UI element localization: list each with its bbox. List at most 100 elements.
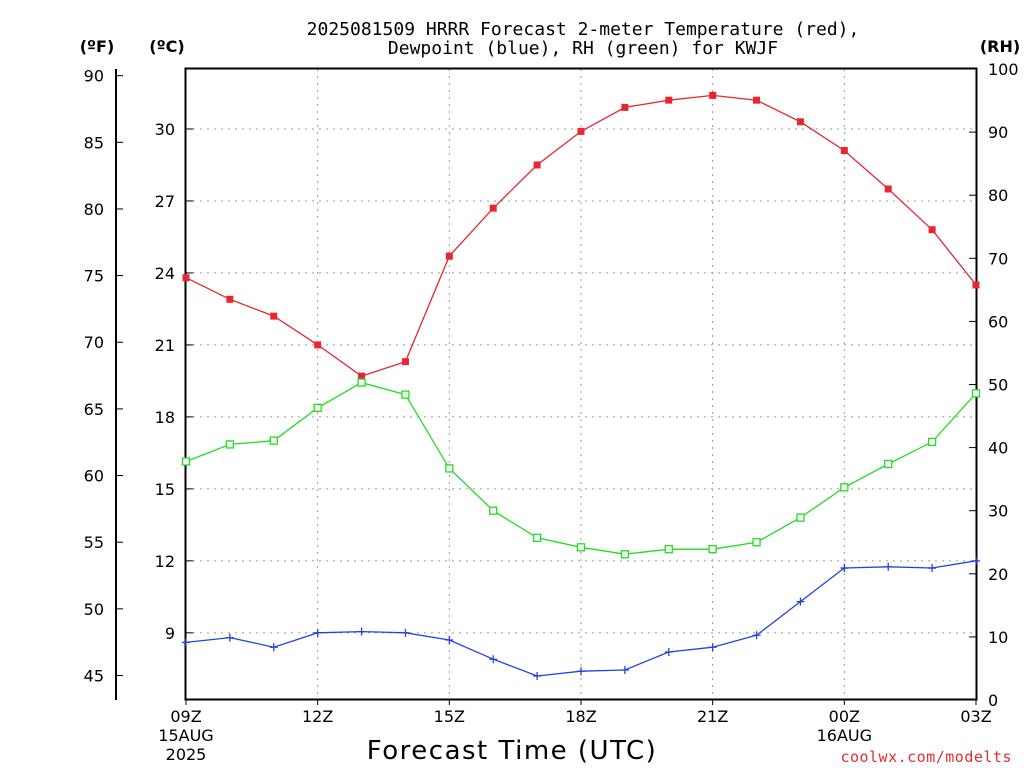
temperature-point xyxy=(577,127,585,135)
temperature-point xyxy=(489,204,497,212)
series-dewpoint xyxy=(182,556,980,681)
rh-tick-label: 80 xyxy=(988,186,1008,205)
x-tick-date: 15AUG xyxy=(158,726,213,745)
dewpoint-point xyxy=(182,638,190,647)
rh-tick-label: 50 xyxy=(988,376,1008,395)
f-tick-label: 45 xyxy=(84,666,104,685)
rh-tick-label: 30 xyxy=(988,502,1008,521)
rh-tick-label: 10 xyxy=(988,628,1008,647)
dewpoint-point xyxy=(489,655,498,664)
celsius-axis: 9 12 15 18 21 24 27 30 xyxy=(155,120,193,643)
temperature-point xyxy=(884,185,892,193)
dewpoint-point xyxy=(533,672,542,681)
fahrenheit-unit-label: (ºF) xyxy=(80,37,115,56)
rh-point xyxy=(576,543,586,552)
rh-tick-label: 20 xyxy=(988,565,1008,584)
temperature-point xyxy=(753,96,761,104)
rh-tick-label: 40 xyxy=(988,439,1008,458)
dewpoint-point xyxy=(664,648,673,657)
c-tick-label: 18 xyxy=(155,408,175,427)
x-tick-label: 00Z xyxy=(829,707,860,726)
temperature-point xyxy=(621,103,629,111)
rh-tick-label: 70 xyxy=(988,249,1008,268)
temperature-point xyxy=(928,226,936,234)
series-line-temperature xyxy=(185,94,977,377)
dewpoint-point xyxy=(752,631,761,640)
f-tick-label: 80 xyxy=(84,200,104,219)
rh-point xyxy=(269,436,278,445)
c-tick-label: 12 xyxy=(155,552,175,571)
rh-point xyxy=(752,538,761,547)
rh-point xyxy=(489,506,498,515)
x-tick-year: 2025 xyxy=(166,745,207,764)
rh-tick-label: 90 xyxy=(988,123,1008,142)
dewpoint-point xyxy=(840,564,849,573)
rh-point xyxy=(840,483,849,492)
dewpoint-point xyxy=(972,556,980,565)
x-tick-label: 12Z xyxy=(302,707,333,726)
rh-point xyxy=(708,545,717,554)
c-tick-label: 21 xyxy=(155,336,175,355)
dewpoint-point xyxy=(884,562,893,571)
chart-title-line1: 2025081509 HRRR Forecast 2-meter Tempera… xyxy=(307,19,860,40)
temperature-point xyxy=(665,96,673,104)
x-tick-label: 18Z xyxy=(565,707,596,726)
fahrenheit-axis: 45 50 55 60 65 70 75 80 85 90 xyxy=(84,67,123,685)
rh-point xyxy=(927,437,937,447)
dewpoint-point xyxy=(796,597,805,606)
dewpoint-point xyxy=(708,643,717,652)
rh-point xyxy=(971,389,981,398)
rh-point xyxy=(181,457,191,466)
rh-point xyxy=(620,550,630,559)
series-layer xyxy=(181,91,981,681)
rh-point xyxy=(532,533,542,542)
celsius-unit-label: (ºC) xyxy=(149,37,184,56)
dewpoint-point xyxy=(445,636,454,645)
rh-point xyxy=(313,403,322,412)
dewpoint-point xyxy=(928,564,937,573)
temperature-point xyxy=(314,341,322,349)
rh-point xyxy=(664,545,673,554)
f-tick-label: 55 xyxy=(84,533,104,552)
x-axis-title: Forecast Time (UTC) xyxy=(367,736,658,766)
x-tick-label: 21Z xyxy=(697,707,728,726)
c-tick-label: 24 xyxy=(155,264,175,283)
c-tick-label: 9 xyxy=(165,624,175,643)
x-tick-label: 15Z xyxy=(434,707,465,726)
f-tick-label: 90 xyxy=(84,67,104,86)
dewpoint-point xyxy=(313,628,322,637)
rh-point xyxy=(225,440,235,449)
f-tick-label: 65 xyxy=(84,400,104,419)
rh-tick-label: 100 xyxy=(988,60,1019,79)
temperature-point xyxy=(445,252,453,260)
x-tick-label: 03Z xyxy=(960,707,991,726)
temperature-point xyxy=(182,274,190,282)
x-tick-date: 16AUG xyxy=(817,726,872,745)
f-tick-label: 70 xyxy=(84,333,104,352)
c-tick-label: 30 xyxy=(155,120,175,139)
dewpoint-point xyxy=(620,666,629,675)
f-tick-label: 85 xyxy=(84,133,104,152)
temperature-point xyxy=(972,281,980,289)
rh-point xyxy=(401,390,410,399)
c-tick-label: 27 xyxy=(155,192,175,211)
temperature-point xyxy=(533,161,541,169)
rh-point xyxy=(796,513,805,522)
temperature-point xyxy=(796,118,804,126)
dewpoint-point xyxy=(577,667,585,676)
dewpoint-point xyxy=(225,633,234,642)
rh-point xyxy=(445,464,454,473)
temperature-point xyxy=(358,372,366,380)
grid-lines xyxy=(186,69,976,700)
f-tick-label: 50 xyxy=(84,600,104,619)
rh-point xyxy=(357,378,366,387)
x-tick-label: 09Z xyxy=(170,707,201,726)
plot-frame xyxy=(184,67,978,701)
dewpoint-point xyxy=(401,628,410,637)
temperature-point xyxy=(226,295,234,303)
rh-unit-label: (RH) xyxy=(980,37,1020,56)
rh-tick-label: 0 xyxy=(988,691,998,710)
credit-link[interactable]: coolwx.com/modelts xyxy=(840,748,1012,766)
